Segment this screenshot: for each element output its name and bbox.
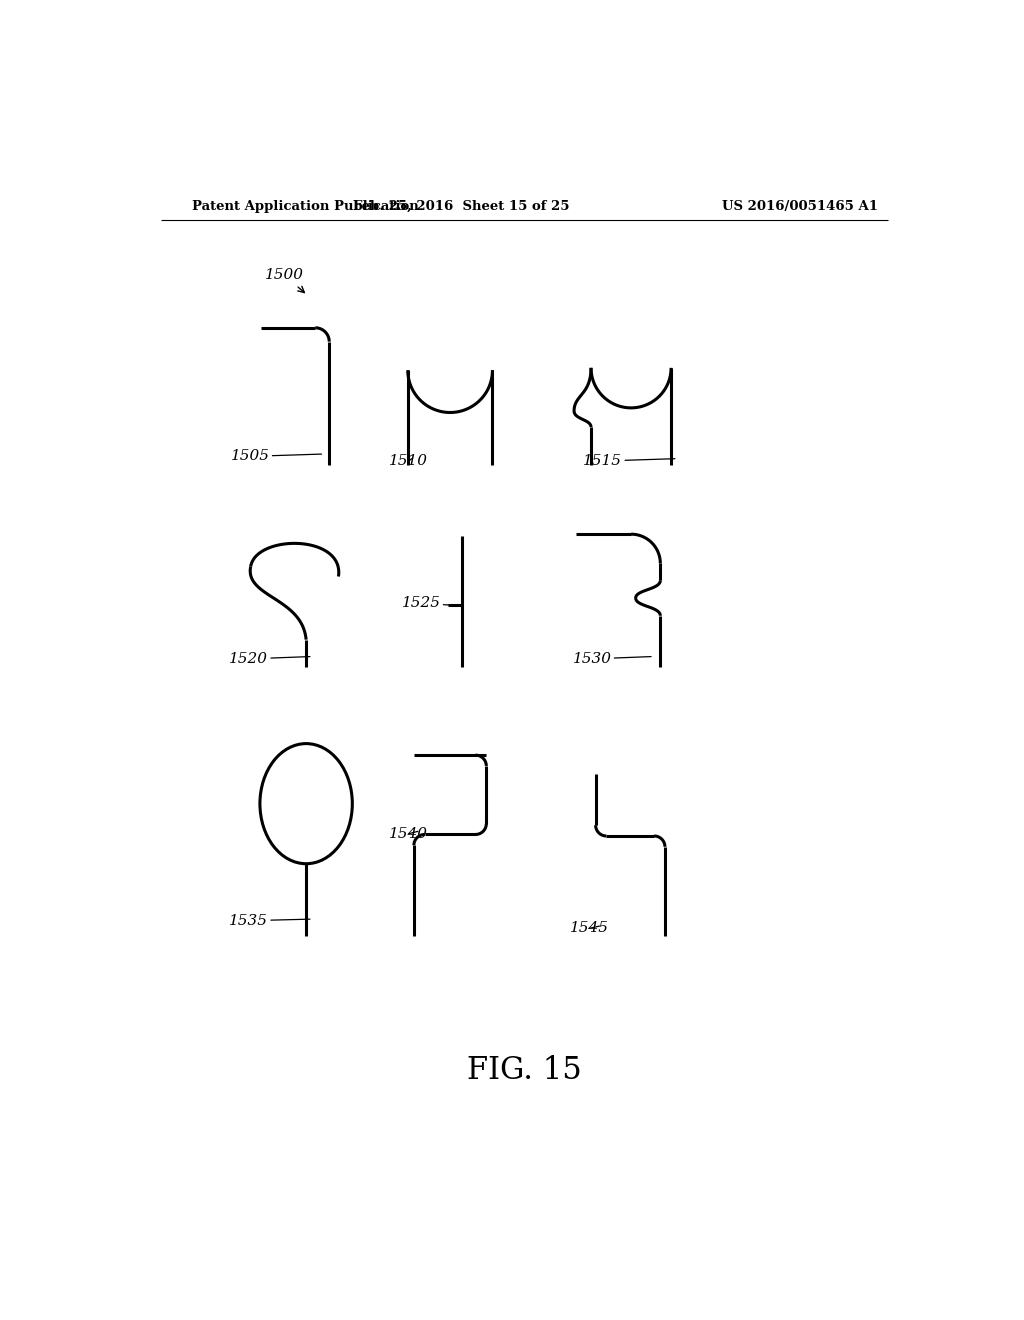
Text: US 2016/0051465 A1: US 2016/0051465 A1 xyxy=(723,199,879,213)
Text: 1525: 1525 xyxy=(401,597,450,610)
Text: Patent Application Publication: Patent Application Publication xyxy=(193,199,419,213)
Text: Feb. 25, 2016  Sheet 15 of 25: Feb. 25, 2016 Sheet 15 of 25 xyxy=(353,199,570,213)
Text: FIG. 15: FIG. 15 xyxy=(467,1056,583,1086)
Text: 1515: 1515 xyxy=(584,454,675,469)
Text: 1505: 1505 xyxy=(230,449,322,463)
Text: 1500: 1500 xyxy=(265,268,304,293)
Text: 1535: 1535 xyxy=(229,913,310,928)
Text: 1530: 1530 xyxy=(572,652,651,665)
Text: 1510: 1510 xyxy=(389,454,428,469)
Text: 1540: 1540 xyxy=(389,826,428,841)
Text: 1520: 1520 xyxy=(229,652,310,665)
Text: 1545: 1545 xyxy=(569,921,608,936)
